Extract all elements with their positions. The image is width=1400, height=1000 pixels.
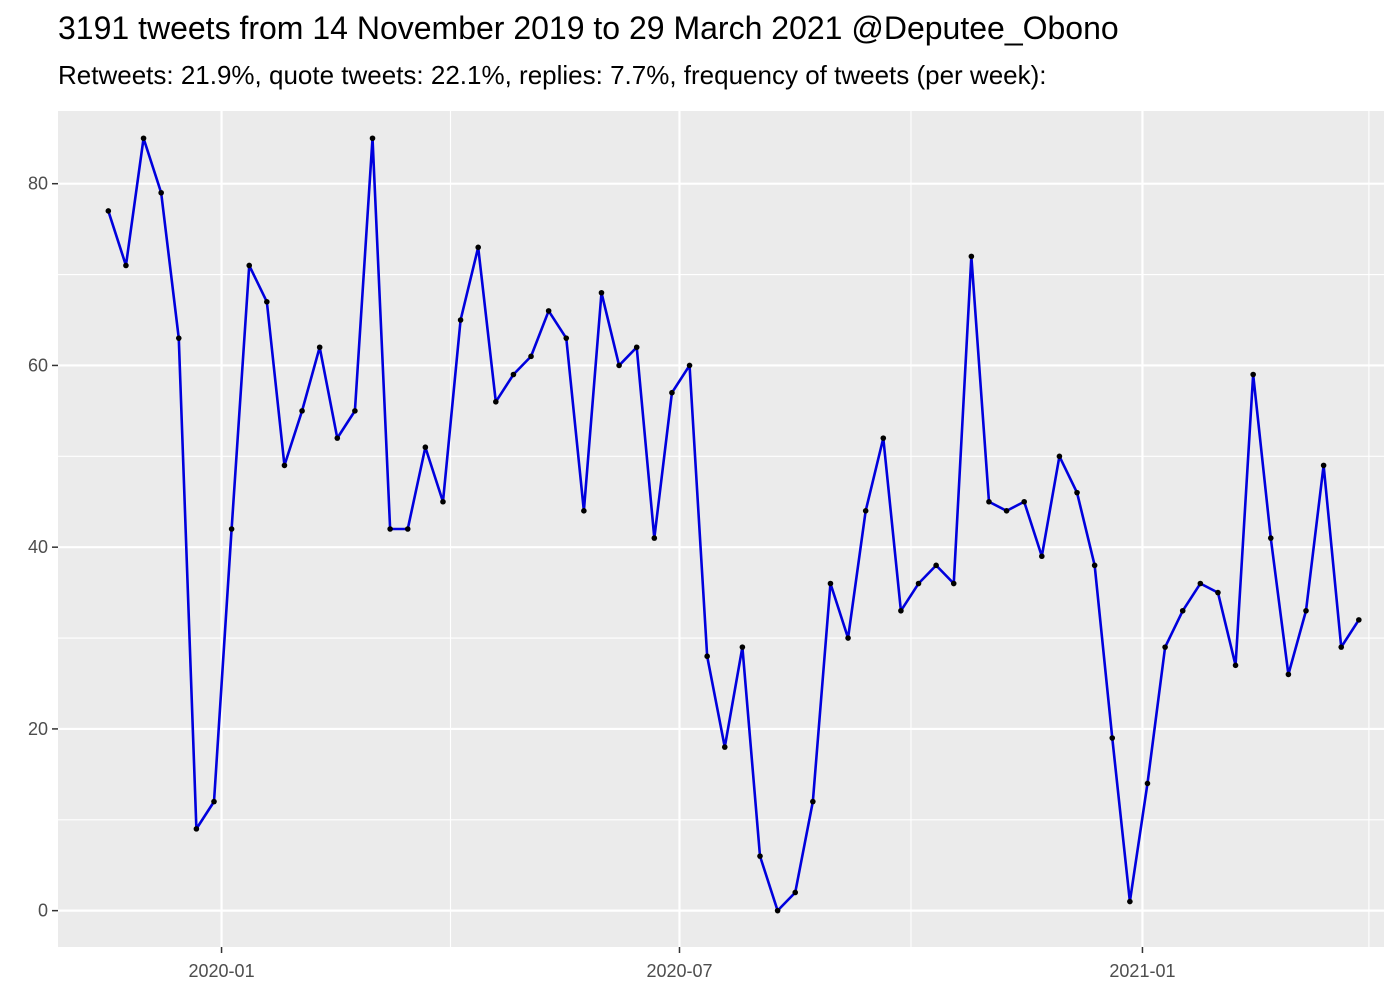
y-tick-label: 0 [38, 901, 48, 921]
data-point [334, 435, 341, 441]
data-point [563, 335, 570, 341]
data-point [986, 498, 992, 505]
data-point [193, 826, 200, 832]
data-point [1039, 553, 1045, 560]
data-point [721, 744, 728, 750]
data-point [440, 498, 446, 505]
data-point [862, 508, 869, 514]
data-point [1303, 607, 1309, 614]
data-point [1285, 671, 1292, 678]
y-tick-label: 40 [28, 537, 48, 557]
data-point [704, 653, 710, 660]
data-point [1127, 898, 1133, 905]
data-point [387, 526, 393, 532]
data-point [739, 644, 746, 650]
data-point [1056, 453, 1063, 460]
data-point [1232, 662, 1239, 669]
data-point [264, 299, 270, 305]
data-point [352, 408, 358, 414]
data-point [228, 526, 235, 532]
data-point [1250, 371, 1256, 378]
data-point [246, 262, 253, 269]
data-point [457, 317, 464, 323]
data-point [1162, 644, 1168, 650]
data-point [810, 798, 816, 805]
data-point [1179, 607, 1186, 614]
data-point [1356, 617, 1362, 623]
x-tick-label: 2020-01 [189, 961, 255, 981]
data-point [686, 362, 693, 369]
data-point [475, 244, 481, 251]
x-tick-label: 2021-01 [1109, 961, 1175, 981]
chart-subtitle: Retweets: 21.9%, quote tweets: 22.1%, re… [58, 60, 1047, 90]
axis-ticks [52, 182, 1144, 953]
data-point [633, 344, 640, 351]
data-point [950, 580, 957, 587]
data-point [158, 189, 164, 196]
axis-labels: 0 20 40 60 80 2020-01 2020-07 2021-01 [28, 174, 1176, 981]
series-line [107, 136, 1360, 912]
data-point [915, 580, 922, 587]
major-grid [58, 111, 1384, 947]
data-point [792, 889, 799, 896]
series-line-group [107, 136, 1360, 912]
data-point [404, 526, 411, 532]
data-point [1003, 508, 1010, 514]
data-point [968, 253, 975, 260]
data-point [616, 362, 622, 369]
plot-panel [58, 111, 1384, 947]
data-point [1197, 580, 1204, 587]
data-point [316, 344, 323, 351]
data-point [1267, 535, 1274, 541]
data-point [774, 907, 781, 914]
chart-title: 3191 tweets from 14 November 2019 to 29 … [58, 10, 1119, 46]
data-point [1074, 489, 1080, 496]
data-point [123, 262, 129, 269]
data-point [1320, 462, 1327, 469]
data-point [898, 607, 904, 614]
y-tick-label: 80 [28, 174, 48, 194]
data-point [422, 444, 429, 451]
data-point [1091, 562, 1098, 569]
data-point [651, 535, 658, 541]
data-point [105, 208, 112, 214]
data-point [299, 408, 305, 414]
data-point [545, 308, 552, 314]
y-tick-label: 20 [28, 719, 48, 739]
data-point [1109, 735, 1116, 741]
data-point [369, 135, 376, 142]
data-point [528, 353, 534, 360]
minor-grid [58, 111, 1384, 947]
data-point [211, 798, 217, 805]
y-tick-label: 60 [28, 355, 48, 375]
data-point [757, 853, 763, 859]
data-point [1021, 498, 1027, 505]
data-point [1144, 780, 1151, 787]
data-point [1215, 589, 1221, 596]
data-point [827, 580, 834, 587]
x-tick-label: 2020-07 [646, 961, 712, 981]
data-point [1338, 644, 1345, 650]
data-point [281, 462, 288, 469]
data-point [880, 435, 887, 441]
data-point [493, 398, 499, 405]
data-point [175, 335, 182, 341]
data-point [140, 135, 147, 142]
data-point [845, 635, 851, 641]
data-point [669, 389, 675, 396]
data-point [598, 289, 605, 296]
data-point [933, 562, 939, 569]
data-point [510, 371, 517, 378]
data-points [105, 135, 1362, 914]
data-point [581, 508, 587, 514]
